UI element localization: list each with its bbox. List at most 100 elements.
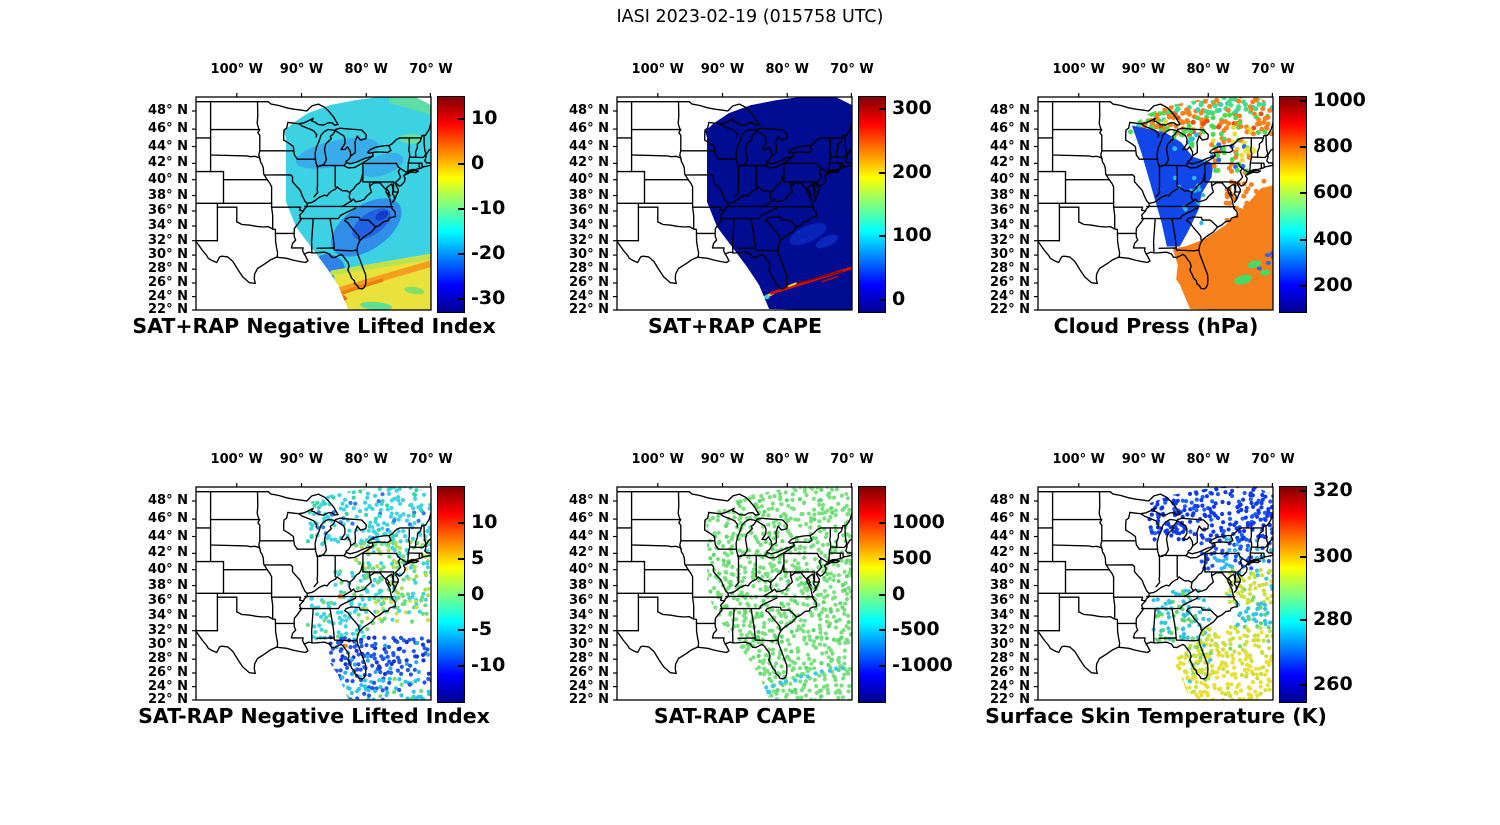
colorbar-tick-label: 260 <box>1313 673 1353 695</box>
lon-tick-label: 80° W <box>1186 452 1230 467</box>
colorbar-tick <box>879 629 885 632</box>
colorbar-tick-label: 300 <box>892 97 932 120</box>
lon-tick-label: 70° W <box>409 452 453 467</box>
colorbar-tick-label: 10 <box>471 107 498 130</box>
lat-tick-label: 36° N <box>990 592 1030 608</box>
lon-tick-label: 90° W <box>1121 62 1166 77</box>
lat-tick-label: 22° N <box>148 692 188 707</box>
colorbar-tick-label: 0 <box>471 582 485 605</box>
lat-tick-label: 48° N <box>990 493 1030 509</box>
lat-tick-label: 32° N <box>148 622 188 638</box>
lat-tick-label: 26° N <box>569 275 609 291</box>
lat-tick-label: 34° N <box>569 218 609 234</box>
colorbar-tick <box>1300 684 1306 686</box>
colorbar-tick-label: 0 <box>471 152 485 175</box>
lon-tick-label: 70° W <box>409 62 453 77</box>
lat-tick-label: 28° N <box>148 651 188 667</box>
lat-tick-label: 40° N <box>148 171 188 187</box>
lat-tick-label: 44° N <box>569 138 609 154</box>
state-boundaries <box>196 491 431 680</box>
lat-tick-label: 24° N <box>148 678 188 694</box>
colorbar-tick-label: 600 <box>1313 181 1353 204</box>
panel-cloud-press: 100° W 90° W 80° W 70° W 48° N 46° N 44° N 42° … <box>942 55 1372 355</box>
lat-tick-label: 38° N <box>148 577 188 593</box>
colorbar-tick <box>458 629 464 632</box>
map-plot <box>1034 93 1274 311</box>
lat-tick-label: 42° N <box>569 545 609 561</box>
lat-tick-label: 32° N <box>990 622 1030 638</box>
lat-tick-label: 26° N <box>990 275 1030 291</box>
colorbar <box>437 486 465 703</box>
axis-ticks <box>192 483 431 701</box>
axis-ticks <box>1034 483 1273 701</box>
lat-tick-label: 38° N <box>569 187 609 203</box>
map-plot <box>613 93 853 311</box>
colorbar-tick <box>1300 556 1306 559</box>
lat-tick-label: 40° N <box>990 561 1030 577</box>
lat-tick-label: 28° N <box>569 261 609 277</box>
colorbar-tick-label: 0 <box>892 287 906 310</box>
colorbar <box>437 96 465 313</box>
colorbar-tick <box>458 208 464 210</box>
panel-sat-plus-rap-negative-lifted-index: 100° W 90° W 80° W 70° W 48° N 46° N 44° N 42° … <box>100 55 530 355</box>
lon-tick-label: 90° W <box>279 62 324 77</box>
lon-tick-label: 80° W <box>344 62 388 77</box>
lat-tick-label: 42° N <box>990 545 1030 561</box>
lon-tick-label: 80° W <box>765 452 809 467</box>
lat-tick-label: 30° N <box>148 637 188 653</box>
colorbar <box>1279 96 1307 313</box>
lat-tick-label: 32° N <box>569 622 609 638</box>
lat-tick-label: 36° N <box>990 202 1030 218</box>
axis-ticks <box>613 483 852 701</box>
axis-ticks <box>1034 93 1273 311</box>
lat-tick-label: 46° N <box>148 511 188 527</box>
lat-tick-label: 48° N <box>990 103 1030 119</box>
colorbar-tick-label: -5 <box>471 618 493 641</box>
colorbar-tick <box>458 557 464 560</box>
lat-tick-label: 48° N <box>148 493 188 509</box>
data-overlay <box>305 487 431 700</box>
lat-tick-label: 24° N <box>990 288 1030 304</box>
lon-tick-label: 70° W <box>1251 452 1295 467</box>
state-boundaries <box>1038 491 1273 680</box>
colorbar-tick <box>458 521 464 524</box>
colorbar <box>1279 486 1307 703</box>
data-overlay <box>705 487 852 700</box>
colorbar-tick-label: 1000 <box>1313 88 1366 111</box>
lon-tick-label: 70° W <box>830 452 874 467</box>
lat-tick-label: 44° N <box>990 528 1030 544</box>
colorbar-tick <box>879 108 885 111</box>
panel-title: SAT-RAP Negative Lifted Index <box>138 704 490 728</box>
lat-tick-label: 48° N <box>148 103 188 119</box>
colorbar-tick-label: 800 <box>1313 135 1353 158</box>
colorbar-tick <box>879 521 885 524</box>
colorbar-tick-label: -30 <box>471 286 506 309</box>
colorbar-tick <box>879 298 885 301</box>
lat-tick-label: 28° N <box>990 261 1030 277</box>
lon-tick-label: 90° W <box>700 452 745 467</box>
lat-tick-label: 34° N <box>990 218 1030 234</box>
lat-tick-label: 26° N <box>148 665 188 681</box>
colorbar-tick <box>1300 146 1306 149</box>
state-boundaries <box>617 101 852 290</box>
lat-tick-label: 42° N <box>990 155 1030 171</box>
lat-tick-label: 34° N <box>148 218 188 234</box>
lon-tick-label: 70° W <box>830 62 874 77</box>
lat-tick-label: 46° N <box>990 121 1030 137</box>
lat-tick-label: 22° N <box>990 692 1030 707</box>
panel-surface-skin-temperature: 100° W 90° W 80° W 70° W 48° N 46° N 44° N 42° … <box>942 445 1372 745</box>
colorbar-tick-label: 0 <box>892 582 906 605</box>
colorbar-tick <box>879 235 885 238</box>
lat-tick-label: 28° N <box>148 261 188 277</box>
lat-tick-label: 38° N <box>148 187 188 203</box>
colorbar-tick-label: 1000 <box>892 510 945 533</box>
colorbar <box>858 486 886 703</box>
colorbar-tick <box>1300 284 1306 287</box>
lat-tick-label: 36° N <box>569 202 609 218</box>
lat-tick-label: 26° N <box>148 275 188 291</box>
lat-tick-label: 34° N <box>990 608 1030 624</box>
lat-tick-label: 22° N <box>148 302 188 317</box>
colorbar-tick-label: 200 <box>892 160 932 183</box>
colorbar-tick-label: 5 <box>471 546 485 569</box>
map-plot <box>192 93 432 311</box>
